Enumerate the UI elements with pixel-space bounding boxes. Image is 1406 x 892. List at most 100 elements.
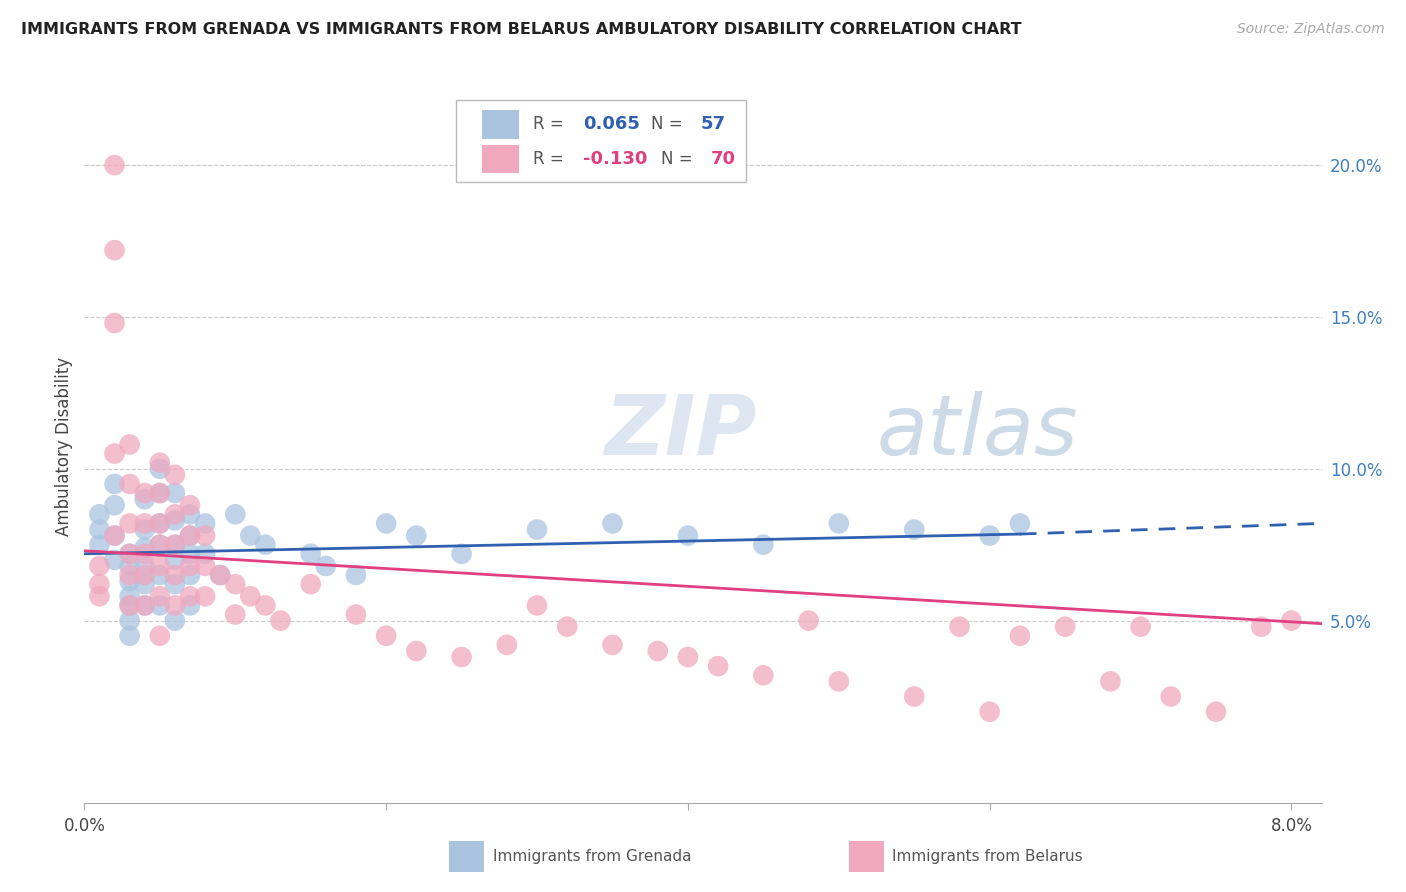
Point [134, 577, 156, 591]
Text: Immigrants from Grenada: Immigrants from Grenada [492, 849, 692, 863]
Point [375, 629, 398, 643]
Point [118, 547, 141, 561]
Point [163, 538, 186, 552]
Point [103, 528, 125, 542]
Point [163, 513, 186, 527]
Point [149, 538, 172, 552]
Point [405, 528, 427, 542]
Point [103, 316, 125, 330]
Text: 0.065: 0.065 [583, 115, 640, 134]
Text: Source: ZipAtlas.com: Source: ZipAtlas.com [1237, 22, 1385, 37]
Point [89, 590, 111, 604]
Point [89, 538, 111, 552]
Point [149, 599, 172, 613]
Text: R =: R = [533, 150, 569, 168]
Point [134, 547, 156, 561]
Point [903, 690, 925, 704]
Point [149, 456, 172, 470]
Point [118, 599, 141, 613]
Point [118, 547, 141, 561]
Point [299, 547, 322, 561]
Point [149, 538, 172, 552]
Point [149, 516, 172, 531]
Point [1008, 629, 1031, 643]
Point [828, 516, 851, 531]
Point [163, 599, 186, 613]
Point [149, 486, 172, 500]
Point [179, 547, 201, 561]
Point [89, 508, 111, 522]
Text: 70: 70 [710, 150, 735, 168]
Point [179, 599, 201, 613]
Text: Immigrants from Belarus: Immigrants from Belarus [893, 849, 1083, 863]
Point [194, 528, 217, 542]
Point [118, 558, 141, 573]
Point [1054, 620, 1077, 634]
Point [163, 553, 186, 567]
Text: R =: R = [533, 115, 569, 134]
Point [149, 516, 172, 531]
Point [450, 547, 472, 561]
Point [450, 650, 472, 665]
Point [179, 508, 201, 522]
Point [89, 558, 111, 573]
Point [239, 528, 262, 542]
Point [163, 614, 186, 628]
Point [1099, 674, 1122, 689]
FancyBboxPatch shape [481, 145, 519, 173]
Point [103, 158, 125, 172]
Point [495, 638, 517, 652]
Point [555, 620, 578, 634]
Point [797, 614, 820, 628]
Point [676, 528, 699, 542]
Point [149, 558, 172, 573]
Point [103, 498, 125, 512]
Point [209, 568, 232, 582]
Point [194, 558, 217, 573]
Point [647, 644, 669, 658]
Point [315, 558, 337, 573]
Point [163, 538, 186, 552]
Point [526, 523, 548, 537]
Point [194, 516, 217, 531]
Point [134, 599, 156, 613]
Point [344, 568, 367, 582]
Point [134, 523, 156, 537]
Point [254, 538, 277, 552]
FancyBboxPatch shape [481, 111, 519, 139]
Point [118, 574, 141, 588]
Point [299, 577, 322, 591]
Point [676, 650, 699, 665]
Text: atlas: atlas [876, 392, 1078, 472]
Point [103, 477, 125, 491]
Point [118, 599, 141, 613]
Point [118, 437, 141, 451]
Point [103, 447, 125, 461]
Point [103, 553, 125, 567]
Point [194, 547, 217, 561]
Point [118, 614, 141, 628]
Point [118, 516, 141, 531]
Point [1160, 690, 1182, 704]
Point [239, 590, 262, 604]
Point [752, 668, 775, 682]
Point [134, 486, 156, 500]
Point [118, 590, 141, 604]
Point [602, 516, 624, 531]
Point [270, 614, 292, 628]
Text: 57: 57 [700, 115, 725, 134]
Point [1205, 705, 1227, 719]
Point [134, 492, 156, 507]
Point [149, 486, 172, 500]
Y-axis label: Ambulatory Disability: Ambulatory Disability [55, 357, 73, 535]
Point [149, 568, 172, 582]
Point [224, 607, 246, 622]
FancyBboxPatch shape [450, 840, 484, 872]
Point [149, 590, 172, 604]
Point [134, 516, 156, 531]
Point [979, 705, 1001, 719]
Point [89, 523, 111, 537]
Point [163, 467, 186, 482]
Point [1250, 620, 1272, 634]
Point [103, 243, 125, 257]
